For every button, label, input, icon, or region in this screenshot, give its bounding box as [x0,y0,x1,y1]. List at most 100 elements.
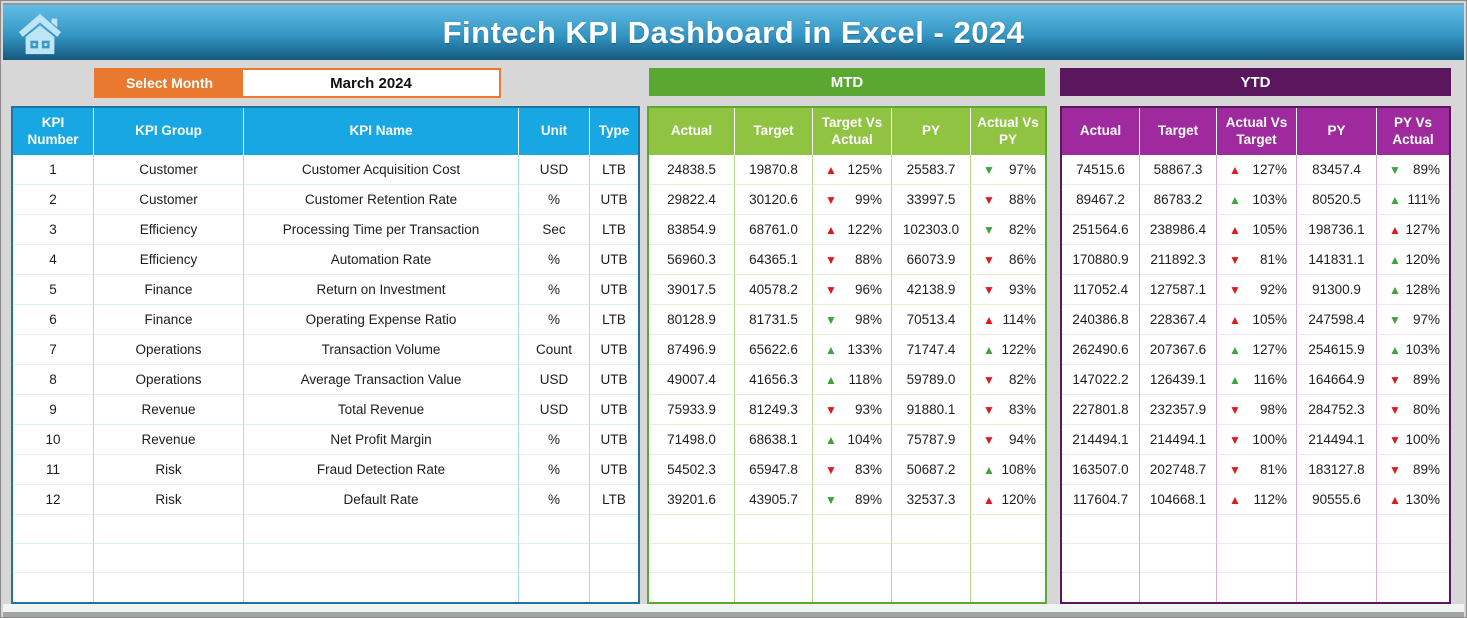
col-header-kpi-name: KPI Name [244,108,519,155]
ytd-target-cell: 238986.4 [1140,215,1217,245]
col-header-unit: Unit [519,108,590,155]
col-header-ytd-py: PY [1297,108,1377,155]
empty-cell [1062,544,1140,573]
ytd-target-cell: 104668.1 [1140,485,1217,515]
selected-month-value[interactable]: March 2024 [330,74,412,92]
mtd-comparison-cell: ▼ 93% [813,395,892,425]
kpi-unit-cell: % [519,305,590,335]
kpi-unit-cell: USD [519,155,590,185]
trend-down-icon: ▼ [1229,462,1241,477]
ytd-py-cell: 254615.9 [1297,335,1377,365]
percent-value: 112% [1253,492,1287,507]
mtd-actual-cell: 80128.9 [649,305,735,335]
trend-down-icon: ▼ [825,252,837,267]
percent-value: 127% [1405,222,1440,237]
trend-down-icon: ▼ [1389,312,1401,327]
percent-value: 122% [847,222,882,237]
ytd-comparison-cell: ▲ 128% [1377,275,1449,305]
ytd-comparison-cell: ▲ 130% [1377,485,1449,515]
ytd-comparison-cell: ▲ 103% [1377,335,1449,365]
kpi-type-cell: UTB [590,185,638,215]
ytd-actual-cell: 163507.0 [1062,455,1140,485]
mtd-py-cell: 42138.9 [892,275,971,305]
ytd-py-cell: 183127.8 [1297,455,1377,485]
mtd-comparison-cell: ▼ 86% [971,245,1045,275]
mtd-comparison-cell: ▼ 83% [813,455,892,485]
empty-cell [244,544,519,573]
ytd-comparison-cell: ▼ 92% [1217,275,1297,305]
col-header-ytd-py-vs-actual: PY Vs Actual [1377,108,1449,155]
col-header-mtd-py: PY [892,108,971,155]
percent-value: 125% [847,162,882,177]
ytd-target-cell: 127587.1 [1140,275,1217,305]
ytd-actual-cell: 227801.8 [1062,395,1140,425]
trend-up-icon: ▲ [825,372,837,387]
trend-down-icon: ▼ [825,492,837,507]
window-bottom-edge [3,612,1464,617]
mtd-comparison-cell: ▲ 133% [813,335,892,365]
kpi-number-cell: 10 [13,425,94,455]
mtd-py-cell: 33997.5 [892,185,971,215]
ytd-actual-cell: 240386.8 [1062,305,1140,335]
percent-value: 83% [854,462,882,477]
percent-value: 105% [1252,222,1287,237]
mtd-actual-cell: 56960.3 [649,245,735,275]
kpi-group-cell: Risk [94,485,244,515]
ytd-py-cell: 164664.9 [1297,365,1377,395]
kpi-unit-cell: USD [519,395,590,425]
percent-value: 92% [1259,282,1287,297]
mtd-py-cell: 91880.1 [892,395,971,425]
sheet-bottom-strip [3,604,1464,612]
percent-value: 120% [1001,492,1036,507]
kpi-group-cell: Efficiency [94,245,244,275]
ytd-target-cell: 211892.3 [1140,245,1217,275]
kpi-type-cell: UTB [590,245,638,275]
mtd-target-cell: 19870.8 [735,155,813,185]
mtd-comparison-cell: ▼ 98% [813,305,892,335]
kpi-name-cell: Automation Rate [244,245,519,275]
mtd-actual-cell: 54502.3 [649,455,735,485]
ytd-actual-cell: 147022.2 [1062,365,1140,395]
ytd-comparison-cell: ▲ 105% [1217,305,1297,335]
empty-cell [971,515,1045,544]
mtd-comparison-cell: ▼ 99% [813,185,892,215]
empty-cell [13,544,94,573]
col-header-mtd-actual: Actual [649,108,735,155]
trend-up-icon: ▲ [1229,162,1241,177]
mtd-actual-cell: 29822.4 [649,185,735,215]
kpi-number-cell: 4 [13,245,94,275]
trend-down-icon: ▼ [1389,402,1401,417]
mtd-target-cell: 43905.7 [735,485,813,515]
kpi-number-cell: 6 [13,305,94,335]
ytd-comparison-cell: ▲ 127% [1377,215,1449,245]
percent-value: 127% [1252,162,1287,177]
empty-cell [1297,515,1377,544]
empty-cell [1297,544,1377,573]
trend-down-icon: ▼ [983,282,995,297]
empty-cell [813,515,892,544]
mtd-comparison-cell: ▼ 97% [971,155,1045,185]
kpi-number-cell: 9 [13,395,94,425]
ytd-comparison-cell: ▲ 105% [1217,215,1297,245]
trend-up-icon: ▲ [1229,192,1241,207]
mtd-actual-cell: 83854.9 [649,215,735,245]
ytd-comparison-cell: ▼ 81% [1217,245,1297,275]
kpi-name-cell: Customer Retention Rate [244,185,519,215]
mtd-py-cell: 70513.4 [892,305,971,335]
empty-cell [1377,544,1449,573]
empty-cell [13,573,94,602]
trend-down-icon: ▼ [983,432,995,447]
kpi-name-cell: Fraud Detection Rate [244,455,519,485]
empty-cell [1062,573,1140,602]
col-header-kpi-number: KPI Number [13,108,94,155]
trend-down-icon: ▼ [1229,402,1241,417]
ytd-comparison-cell: ▲ 120% [1377,245,1449,275]
home-button[interactable] [17,11,63,57]
select-month-button[interactable]: Select Month [96,70,243,96]
trend-down-icon: ▼ [825,312,837,327]
percent-value: 82% [1008,372,1036,387]
kpi-name-cell: Processing Time per Transaction [244,215,519,245]
mtd-py-cell: 75787.9 [892,425,971,455]
ytd-comparison-cell: ▼ 80% [1377,395,1449,425]
mtd-target-cell: 30120.6 [735,185,813,215]
